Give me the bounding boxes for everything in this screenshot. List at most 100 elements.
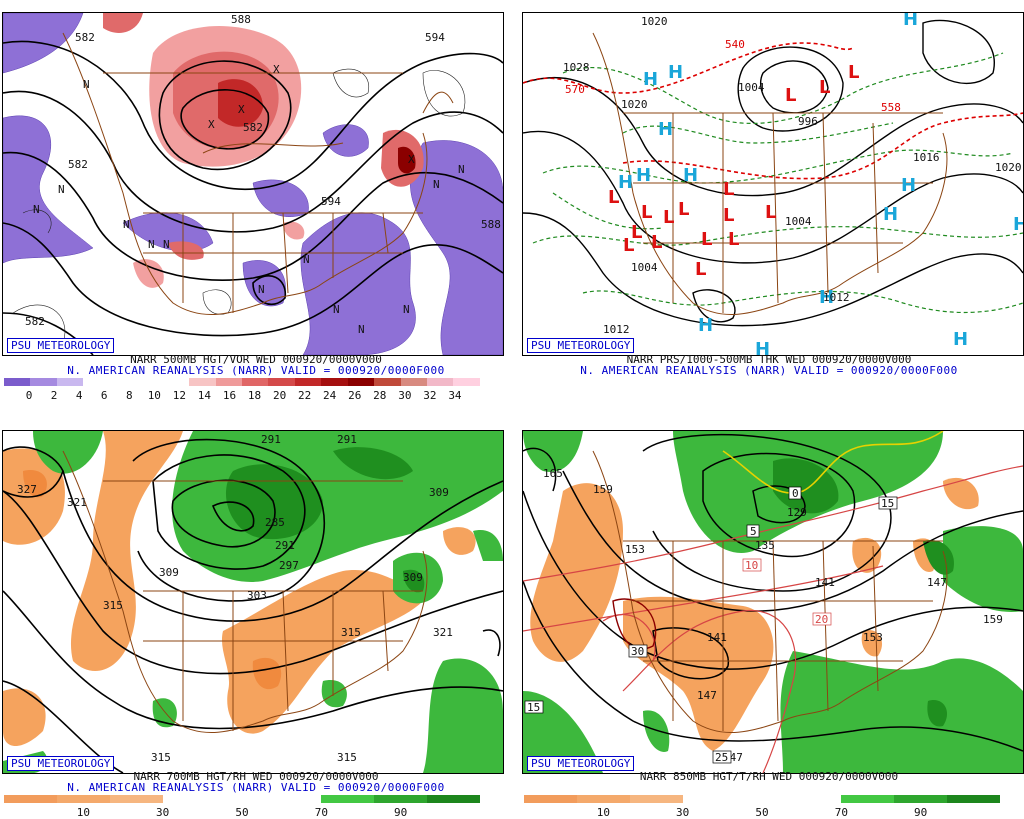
- svg-text:N: N: [458, 163, 465, 176]
- colorbar-tick-label: 70: [314, 806, 328, 819]
- svg-text:N: N: [163, 238, 170, 251]
- contour-label: 321: [433, 626, 453, 639]
- contour-label: 291: [261, 433, 281, 446]
- colorbar-swatch: [215, 378, 242, 386]
- vorticity-markers: NNN N NN NNN NNN XXX XN: [33, 63, 465, 336]
- contour-label: 1016: [913, 151, 940, 164]
- contour-label: 315: [337, 751, 357, 764]
- colorbar-swatch: [629, 795, 683, 803]
- low-marker: L: [848, 62, 859, 83]
- contour-labels-group: 291 291 327 321 285 291 297 309 303 315 …: [17, 433, 453, 764]
- colorbar-swatch: [321, 378, 348, 386]
- contour-label: 159: [983, 613, 1003, 626]
- colorbar-tick-label: 2: [50, 389, 58, 402]
- map-title: NARR 700MB HGT/RH WED 000920/0000V000: [133, 770, 379, 783]
- low-marker: L: [728, 229, 739, 250]
- colorbar-tick-label: 20: [272, 389, 287, 402]
- colorbar-swatch: [576, 795, 630, 803]
- colorbar-swatch: [268, 378, 295, 386]
- contour-label: 1020: [641, 15, 668, 28]
- low-marker: L: [723, 179, 734, 200]
- high-marker: H: [755, 339, 770, 355]
- colorbar-swatch: [30, 378, 57, 386]
- colorbar-tick-label: 50: [755, 806, 769, 819]
- svg-text:N: N: [433, 178, 440, 191]
- colorbar-tick-label: 30: [398, 389, 412, 402]
- contour-label: 303: [247, 589, 267, 602]
- high-marker: H: [636, 165, 651, 186]
- colorbar-tick-label: 22: [298, 389, 312, 402]
- contour-label: 558: [881, 101, 901, 114]
- contour-label: 153: [625, 543, 645, 556]
- low-marker: L: [701, 229, 712, 250]
- colorbar-tick-label: 50: [235, 806, 249, 819]
- colorbar-swatch: [294, 378, 322, 386]
- colorbar-tick-label: 90: [914, 806, 928, 819]
- temp-label: 0: [792, 487, 799, 500]
- colorbar: [4, 795, 481, 803]
- colorbar-swatch: [56, 795, 110, 803]
- isobars: [523, 19, 1023, 327]
- low-marker: L: [678, 199, 689, 220]
- contour-label: 582: [68, 158, 88, 171]
- temp-label: 5: [750, 525, 757, 538]
- contour-label: 147: [697, 689, 717, 702]
- very-dry-areas: [23, 470, 282, 690]
- colorbar-swatch: [241, 378, 269, 386]
- high-pressure-markers: H H H H H H H H H H H H H H: [618, 13, 1023, 355]
- svg-text:N: N: [303, 253, 310, 266]
- high-marker: H: [819, 287, 834, 308]
- low-marker: L: [631, 222, 642, 243]
- colorbar: [4, 378, 480, 386]
- map-700mb: 291 291 327 321 285 291 297 309 303 315 …: [2, 430, 504, 774]
- temp-label: 25: [715, 751, 728, 764]
- colorbar-ticks: 0 2 4 6 8 10 12 14 16 18 20 22 24 26 28 30 32 34: [4, 389, 480, 402]
- panel-850mb-hgt-t-rh: 165 159 153 129 135 141 141 147 153 159 …: [514, 418, 1024, 819]
- contour-label: 1012: [823, 291, 850, 304]
- colorbar-swatch: [374, 795, 428, 803]
- contour-label: 291: [337, 433, 357, 446]
- colorbar-ticks: 10 30 50 70 90: [524, 806, 1000, 819]
- temp-label: 30: [631, 645, 644, 658]
- svg-text:X: X: [273, 63, 280, 76]
- low-marker: L: [641, 202, 652, 223]
- low-marker: L: [651, 232, 662, 253]
- svg-text:N: N: [83, 78, 90, 91]
- colorbar-tick-label: 32: [423, 389, 437, 402]
- high-marker: H: [953, 329, 968, 350]
- colorbar-swatch: [894, 795, 948, 803]
- svg-text:N: N: [333, 303, 340, 316]
- colorbar-swatch: [947, 795, 1001, 803]
- high-marker: H: [658, 119, 673, 140]
- high-marker: H: [1013, 214, 1023, 235]
- map-subtitle: N. AMERICAN REANALYSIS (NARR) VALID = 00…: [67, 364, 445, 377]
- contour-label: 309: [159, 566, 179, 579]
- svg-text:N: N: [33, 203, 40, 216]
- contour-label: 996: [798, 115, 818, 128]
- contour-label: 129: [787, 506, 807, 519]
- low-marker: L: [723, 205, 734, 226]
- colorbar-swatch: [682, 795, 736, 803]
- temperature-contours-dark: [612, 598, 657, 650]
- colorbar: [524, 795, 1001, 803]
- colorbar-swatch: [788, 795, 842, 803]
- colorbar-swatch: [524, 795, 577, 803]
- contour-label: 297: [279, 559, 299, 572]
- colorbar-swatch: [268, 795, 322, 803]
- map-700mb-svg: 291 291 327 321 285 291 297 309 303 315 …: [3, 431, 503, 773]
- map-850mb: 165 159 153 129 135 141 141 147 153 159 …: [522, 430, 1024, 774]
- svg-text:N: N: [123, 218, 130, 231]
- contour-label: 309: [429, 486, 449, 499]
- map-prs-thk-svg: H H H H H H H H H H H H H H L L L L: [523, 13, 1023, 355]
- contour-label: 153: [863, 631, 883, 644]
- colorbar-swatch: [215, 795, 269, 803]
- colorbar-swatch: [735, 795, 789, 803]
- low-marker: L: [608, 187, 619, 208]
- map-borders: [62, 32, 454, 316]
- svg-text:N: N: [148, 238, 155, 251]
- svg-text:X: X: [208, 118, 215, 131]
- colorbar-swatch: [374, 378, 401, 386]
- colorbar-tick-label: 8: [125, 389, 133, 402]
- very-moist-areas: [225, 447, 425, 593]
